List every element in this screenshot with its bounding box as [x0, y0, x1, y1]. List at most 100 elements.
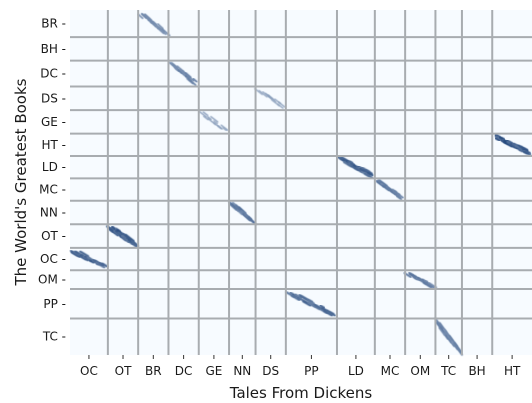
- heatmap-mark: [217, 125, 223, 130]
- heatmap-mark: [323, 309, 333, 317]
- heatmap-mark: [182, 71, 191, 79]
- x-tick-label-MC: MC: [381, 364, 400, 378]
- heatmap-mark: [213, 122, 218, 127]
- heatmap-mark: [290, 294, 301, 302]
- heatmap-mark: [276, 103, 284, 109]
- heatmap-mark: [131, 242, 138, 248]
- heatmap-mark: [202, 111, 209, 117]
- x-tick-label-BR: BR: [145, 364, 162, 378]
- x-axis-label: Tales From Dickens: [229, 384, 373, 402]
- heatmap-mark: [220, 124, 229, 131]
- y-axis-label: The World's Greatest Books: [12, 78, 30, 286]
- heatmap-mark: [443, 330, 449, 337]
- heatmap-mark: [302, 300, 312, 307]
- heatmap-mark: [206, 116, 212, 121]
- heatmap-mark: [188, 76, 195, 82]
- heatmap-mark: [354, 166, 363, 174]
- heatmap-grid: [70, 10, 532, 355]
- heatmap-mark: [238, 206, 247, 215]
- heatmap-mark: [158, 27, 167, 36]
- heatmap-mark: [236, 209, 244, 216]
- heatmap-cell-BR-BR: [137, 12, 171, 37]
- heatmap-mark: [514, 144, 523, 150]
- x-tick-label-LD: LD: [348, 364, 364, 378]
- heatmap-mark: [88, 259, 96, 264]
- y-tick-label-DS: DS -: [41, 91, 66, 105]
- y-tick-label-LD: LD -: [42, 160, 66, 174]
- heatmap-mark: [319, 304, 326, 309]
- heatmap-mark: [203, 115, 209, 121]
- heatmap-mark: [423, 279, 429, 284]
- heatmap-mark: [293, 293, 303, 300]
- y-tick-label-NN: NN -: [40, 206, 66, 220]
- heatmap-mark: [494, 136, 501, 142]
- y-tick-label-DC: DC -: [40, 67, 66, 81]
- heatmap-mark: [327, 310, 336, 317]
- x-axis-ticks: OC OT BR DC GE NN DS PP LD MC OM TC BH HT: [80, 355, 521, 378]
- heatmap-mark: [311, 304, 321, 311]
- heatmap-mark: [198, 110, 208, 118]
- x-tick-label-TC: TC: [440, 364, 456, 378]
- heatmap-mark: [258, 90, 268, 98]
- heatmap-mark: [79, 250, 90, 258]
- heatmap-cell-HT-HT: [494, 133, 532, 156]
- x-tick-label-HT: HT: [504, 364, 521, 378]
- y-tick-label-BH: BH -: [41, 42, 66, 56]
- y-tick-label-OT: OT -: [41, 229, 66, 243]
- x-tick-label-DC: DC: [175, 364, 193, 378]
- heatmap-mark: [299, 294, 309, 302]
- heatmap-cell-NN-NN: [228, 201, 257, 226]
- heatmap-mark: [144, 13, 153, 22]
- y-tick-label-HT: HT -: [42, 138, 67, 152]
- heatmap-mark: [188, 78, 197, 86]
- heatmap-mark: [192, 77, 198, 83]
- heatmap-mark: [277, 101, 286, 108]
- heatmap-mark: [267, 95, 277, 103]
- heatmap-mark: [130, 240, 140, 248]
- heatmap-mark: [100, 262, 109, 268]
- heatmap-cell-LD-LD: [336, 155, 374, 179]
- heatmap-cell-GE-GE: [198, 110, 229, 132]
- heatmap-cell-DC-DC: [168, 61, 198, 86]
- heatmap-cell-TC-TC: [434, 317, 463, 356]
- x-tick-label-GE: GE: [205, 364, 222, 378]
- heatmap-cell-OC-OC: [69, 249, 109, 269]
- x-tick-label-PP: PP: [304, 364, 318, 378]
- x-tick-label-OC: OC: [80, 364, 98, 378]
- heatmap-cell-OT-OT: [106, 225, 140, 248]
- x-tick-label-DS: DS: [262, 364, 279, 378]
- y-tick-label-GE: GE -: [41, 115, 66, 129]
- heatmap-cells: [69, 12, 532, 356]
- x-tick-label-OM: OM: [410, 364, 430, 378]
- heatmap-mark: [222, 127, 228, 132]
- heatmap-mark: [422, 281, 433, 289]
- heatmap-mark: [453, 343, 463, 356]
- y-axis-ticks: BR - BH - DC - DS - GE - HT - LD - MC - NN - OT -…: [38, 17, 66, 344]
- y-tick-label-TC: TC -: [42, 330, 66, 344]
- heatmap-mark: [71, 251, 81, 259]
- heatmap-mark: [395, 194, 403, 201]
- heatmap-cell-OM-OM: [403, 271, 438, 289]
- heatmap-mark: [434, 317, 444, 330]
- x-tick-label-BH: BH: [468, 364, 485, 378]
- heatmap-mark: [296, 296, 303, 301]
- heatmap-cell-DS-DS: [254, 88, 286, 109]
- heatmap-mark: [396, 192, 404, 199]
- heatmap-cell-MC-MC: [375, 179, 404, 201]
- y-tick-label-OM: OM -: [38, 273, 66, 287]
- y-tick-label-PP: PP -: [43, 297, 66, 311]
- heatmap-mark: [124, 233, 135, 243]
- heatmap-cell-PP-PP: [285, 291, 336, 317]
- heatmap-mark: [213, 120, 219, 125]
- heatmap-mark: [171, 63, 179, 70]
- heatmap-mark: [522, 150, 530, 156]
- heatmap-mark: [363, 172, 374, 179]
- heatmap-mark: [426, 282, 435, 289]
- heatmap-mark: [141, 13, 150, 21]
- y-tick-label-MC: MC -: [39, 183, 66, 197]
- x-tick-label-OT: OT: [115, 364, 132, 378]
- y-tick-label-BR: BR -: [41, 17, 66, 31]
- y-tick-label-OC: OC -: [40, 252, 66, 266]
- heatmap-mark: [210, 115, 219, 123]
